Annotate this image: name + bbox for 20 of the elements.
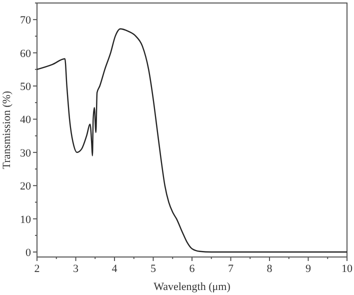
y-tick-label: 30 [20,147,32,160]
y-axis-title: Transmission (%) [1,90,13,170]
x-tick-label: 8 [266,263,273,275]
x-tick-label: 2 [34,263,40,275]
y-tick-label: 20 [20,180,32,193]
x-tick-label: 7 [228,263,234,275]
y-tick-label: 40 [20,114,32,126]
x-tick-label: 4 [112,263,118,275]
x-axis-title: Wavelength (μm) [154,281,231,293]
y-tick-label: 10 [20,214,32,226]
x-tick-label: 10 [342,263,353,275]
x-tick-label: 3 [73,263,79,275]
y-tick-label: 50 [20,81,32,94]
y-tick-label: 60 [20,48,32,60]
line-series [36,28,348,253]
x-tick-label: 9 [306,263,312,275]
y-tick-label: 70 [20,14,32,27]
x-tick-label: 6 [189,263,196,275]
x-tick-label: 5 [150,263,156,275]
y-tick-label: 0 [26,247,32,260]
